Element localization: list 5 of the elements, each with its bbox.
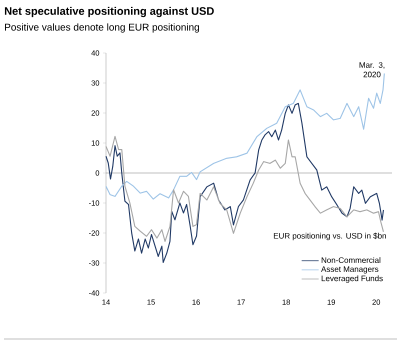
chart-subtitle: Positive values denote long EUR positioning [5,23,200,33]
line-series [105,72,385,200]
line-series [105,102,384,263]
line-series [105,136,384,242]
chart-title: Net speculative positioning against USD [4,6,214,18]
